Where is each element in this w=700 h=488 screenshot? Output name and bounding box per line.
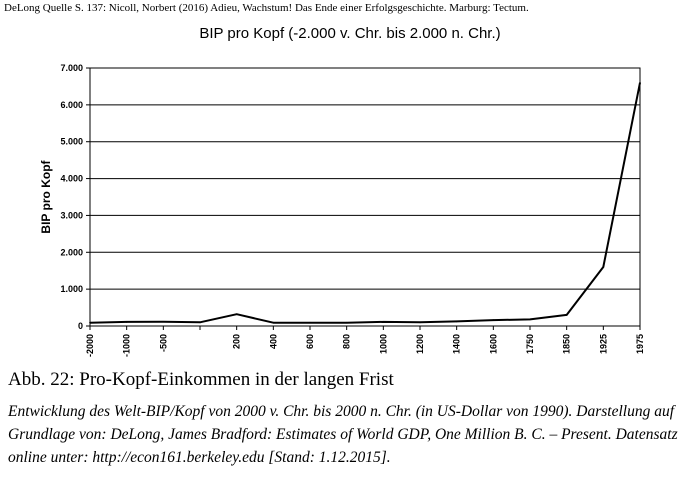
y-axis-label: BIP pro Kopf <box>39 159 53 233</box>
x-tick-label: 1000 <box>378 334 388 354</box>
y-tick-label: 3.000 <box>60 210 83 220</box>
data-point <box>639 81 641 84</box>
figure-caption-title: Abb. 22: Pro-Kopf-Einkommen in der lange… <box>8 369 394 390</box>
data-point <box>565 314 568 316</box>
chart-container: BIP pro Kopf (-2.000 v. Chr. bis 2.000 n… <box>0 18 700 368</box>
y-tick-label: 2.000 <box>60 247 83 257</box>
x-tick-label: 1975 <box>635 334 645 354</box>
data-point <box>199 321 201 324</box>
y-tick-label: 1.000 <box>60 284 83 294</box>
data-point <box>235 313 238 316</box>
y-tick-label: 4.000 <box>60 174 83 184</box>
data-point <box>602 266 605 268</box>
y-tick-label: 5.000 <box>60 137 83 147</box>
x-tick-label: -1000 <box>122 334 132 357</box>
y-tick-label: 6.000 <box>60 100 83 110</box>
data-point <box>89 321 91 324</box>
x-tick-label: 800 <box>342 334 352 349</box>
x-tick-label: 1850 <box>562 334 572 354</box>
data-point <box>309 321 311 324</box>
figure-caption-description: Entwicklung des Welt-BIP/Kopf von 2000 v… <box>8 403 678 466</box>
plot-area-border <box>89 67 641 327</box>
x-tick-label: -500 <box>158 334 168 352</box>
x-tick-label: 1600 <box>488 334 498 354</box>
x-tick-label: 200 <box>232 334 242 349</box>
data-point <box>419 321 421 324</box>
y-tick-label: 0 <box>78 321 83 331</box>
x-tick-label: 1925 <box>598 334 608 354</box>
data-point <box>125 321 128 323</box>
x-tick-label: 1200 <box>415 334 425 354</box>
data-point <box>162 320 165 323</box>
series-line <box>89 82 641 324</box>
x-tick-label: -2000 <box>85 334 95 357</box>
data-point <box>455 320 458 323</box>
x-tick-label: 600 <box>305 334 315 349</box>
y-tick-label: 7.000 <box>60 63 83 73</box>
data-point <box>272 321 275 324</box>
x-tick-label: 1400 <box>452 334 462 354</box>
data-point <box>382 321 385 323</box>
chart-title: BIP pro Kopf (-2.000 v. Chr. bis 2.000 n… <box>199 25 500 42</box>
data-point <box>345 321 348 324</box>
data-point <box>529 318 531 321</box>
source-citation: DeLong Quelle S. 137: Nicoll, Norbert (2… <box>4 2 529 14</box>
x-tick-label: 1750 <box>525 334 535 354</box>
line-chart: BIP pro Kopf (-2.000 v. Chr. bis 2.000 n… <box>39 25 645 357</box>
x-tick-label: 400 <box>268 334 278 349</box>
data-point <box>492 319 495 321</box>
